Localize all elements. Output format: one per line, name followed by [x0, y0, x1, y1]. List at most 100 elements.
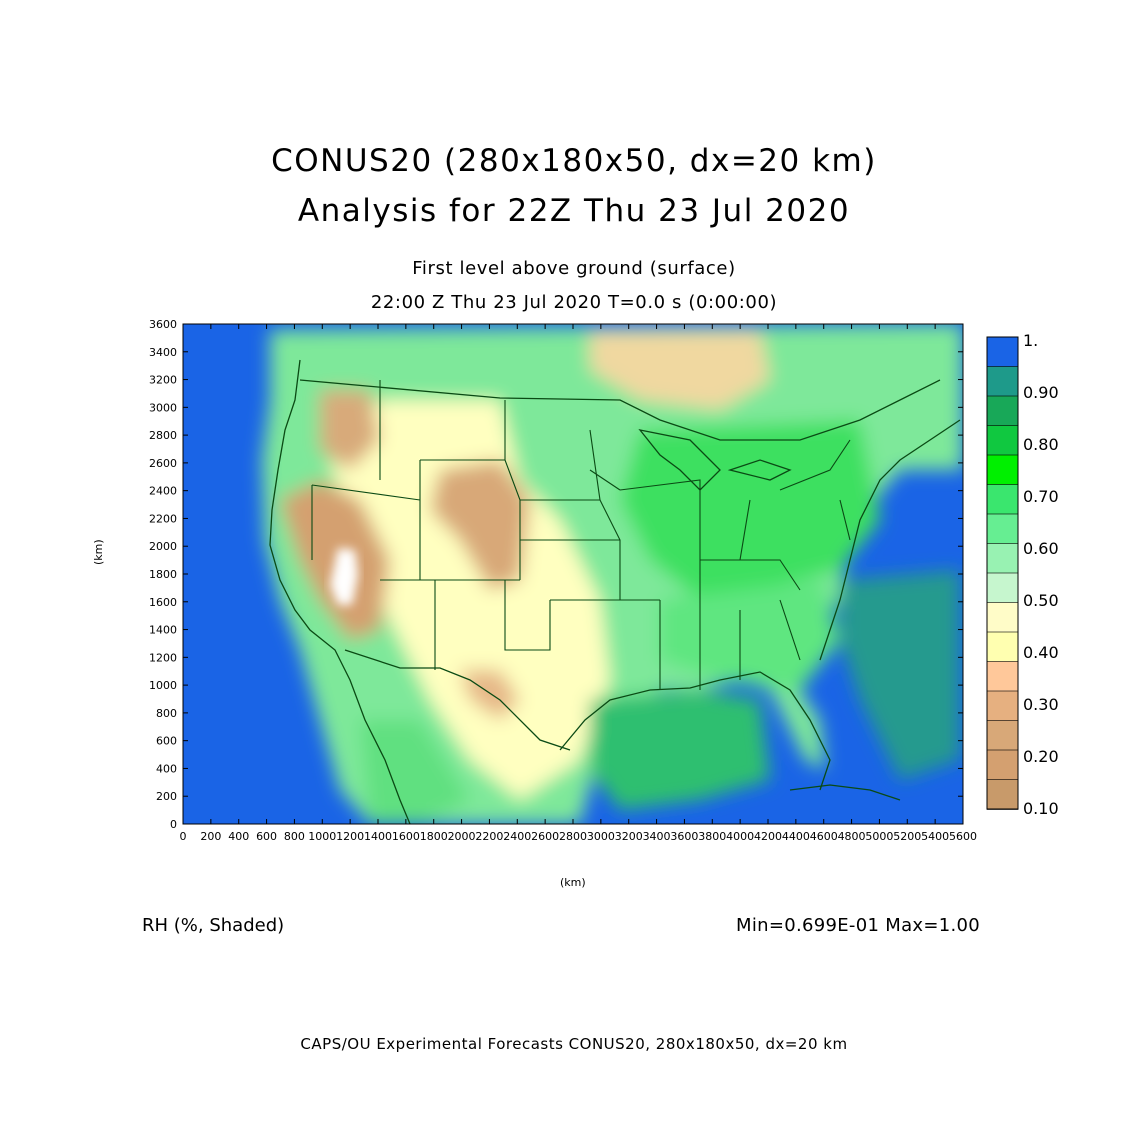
x-tick-label: 2400 — [503, 830, 531, 843]
boundaries — [269, 359, 961, 824]
x-tick-label: 3600 — [670, 830, 698, 843]
colorbar-swatch — [986, 661, 1019, 692]
x-tick-label: 3000 — [587, 830, 615, 843]
x-tick-label: 4400 — [782, 830, 810, 843]
east-coastline — [819, 419, 961, 661]
colorbar-swatch — [986, 336, 1019, 368]
us-canada-border — [299, 379, 941, 441]
x-tick-label: 5000 — [865, 830, 893, 843]
colorbar-swatch — [986, 543, 1019, 574]
y-axis-label: (km) — [92, 539, 105, 565]
x-tick-label: 3800 — [698, 830, 726, 843]
y-tick-label: 2000 — [149, 540, 177, 553]
great-basin-dry — [280, 480, 390, 640]
y-tick-label: 3600 — [149, 318, 177, 331]
y-axis-ticks: 0 200 400 600 800 1000 1200 1400 1600 1800 2000 220… — [149, 318, 963, 831]
x-tick-label: 400 — [228, 830, 249, 843]
colorbar-swatch — [986, 631, 1019, 663]
x-tick-label: 2600 — [531, 830, 559, 843]
colorbar-label: 0.90 — [1023, 383, 1059, 402]
canada-dry-area — [590, 330, 770, 410]
x-tick-label: 600 — [256, 830, 277, 843]
x-tick-label: 2000 — [448, 830, 476, 843]
colorbar-label: 0.70 — [1023, 487, 1059, 506]
humidity-field — [262, 324, 963, 824]
y-tick-label: 2800 — [149, 429, 177, 442]
colorbar-swatch — [986, 749, 1019, 781]
colorbar-label: 0.80 — [1023, 435, 1059, 454]
gulf-moist-air — [590, 690, 770, 810]
y-tick-label: 600 — [156, 735, 177, 748]
x-tick-label: 5600 — [949, 830, 977, 843]
colorbar-swatch — [986, 720, 1019, 751]
x-tick-label: 4800 — [838, 830, 866, 843]
plot-title-line1: CONUS20 (280x180x50, dx=20 km) — [271, 143, 877, 179]
time-subtitle: 22:00 Z Thu 23 Jul 2020 T=0.0 s (0:00:00… — [370, 292, 778, 313]
colorbar-swatch — [986, 779, 1019, 810]
x-tick-label: 200 — [200, 830, 221, 843]
x-tick-label: 1400 — [364, 830, 392, 843]
rockies-dry — [430, 460, 530, 590]
gulf-coastline — [559, 671, 831, 791]
y-tick-label: 1800 — [149, 568, 177, 581]
southwest-dry — [460, 670, 520, 720]
x-tick-label: 2200 — [475, 830, 503, 843]
y-tick-label: 200 — [156, 790, 177, 803]
x-tick-label: 2800 — [559, 830, 587, 843]
variable-label: RH (%, Shaded) — [142, 915, 285, 936]
x-tick-label: 4000 — [726, 830, 754, 843]
x-tick-label: 4200 — [754, 830, 782, 843]
east-moist — [620, 420, 880, 600]
colorbar-swatch — [986, 484, 1019, 515]
state-lines — [311, 380, 851, 690]
x-tick-label: 1600 — [392, 830, 420, 843]
y-tick-label: 2400 — [149, 485, 177, 498]
colorbar-label: 0.30 — [1023, 695, 1059, 714]
y-tick-label: 3000 — [149, 401, 177, 414]
x-axis-ticks: 0 200 400 600 800 1000 1200 1400 1600 1800 2000 220… — [180, 324, 977, 843]
x-tick-label: 4600 — [810, 830, 838, 843]
y-tick-label: 2200 — [149, 512, 177, 525]
min-max-readout: Min=0.699E-01 Max=1.00 — [736, 915, 981, 936]
y-tick-label: 400 — [156, 762, 177, 775]
cuba-coastline — [789, 784, 901, 801]
level-subtitle: First level above ground (surface) — [412, 258, 736, 279]
x-tick-label: 3200 — [615, 830, 643, 843]
x-tick-label: 5200 — [893, 830, 921, 843]
colorbar-swatch — [986, 513, 1019, 545]
us-mexico-border — [344, 649, 571, 751]
colorbar-label: 0.40 — [1023, 643, 1059, 662]
colorbar-label: 1. — [1023, 331, 1038, 350]
nevada-lowest-rh — [330, 548, 358, 605]
x-tick-label: 1200 — [336, 830, 364, 843]
y-tick-label: 1400 — [149, 624, 177, 637]
colorbar-label: 0.10 — [1023, 799, 1059, 818]
y-tick-label: 1000 — [149, 679, 177, 692]
west-coastline — [269, 359, 411, 824]
colorbar-label: 0.50 — [1023, 591, 1059, 610]
atlantic-moist-air — [840, 570, 960, 780]
x-tick-label: 1000 — [308, 830, 336, 843]
colorbar-label: 0.60 — [1023, 539, 1059, 558]
colorbar-frame — [986, 336, 1019, 810]
colorbar-swatch — [986, 454, 1019, 486]
colorbar-swatch — [986, 425, 1019, 456]
plot-title-line2: Analysis for 22Z Thu 23 Jul 2020 — [297, 193, 851, 229]
footer-credit: CAPS/OU Experimental Forecasts CONUS20, … — [300, 1035, 848, 1053]
colorbar-swatch — [986, 572, 1019, 604]
y-tick-label: 1200 — [149, 651, 177, 664]
y-tick-label: 2600 — [149, 457, 177, 470]
x-tick-label: 0 — [180, 830, 187, 843]
x-tick-label: 800 — [284, 830, 305, 843]
colorbar-swatch — [986, 602, 1019, 633]
pacific-nw-dry — [320, 390, 380, 470]
colorbar-swatch — [986, 366, 1019, 397]
y-tick-label: 3200 — [149, 374, 177, 387]
y-tick-label: 3400 — [149, 346, 177, 359]
southeast-moist — [660, 580, 840, 690]
mexico-moist — [360, 720, 470, 824]
colorbar: 1. 0.90 0.80 0.70 0.60 0.50 0.40 0.30 0.20 0.10 — [986, 331, 1059, 818]
x-tick-label: 3400 — [643, 830, 671, 843]
y-tick-label: 0 — [170, 818, 177, 831]
